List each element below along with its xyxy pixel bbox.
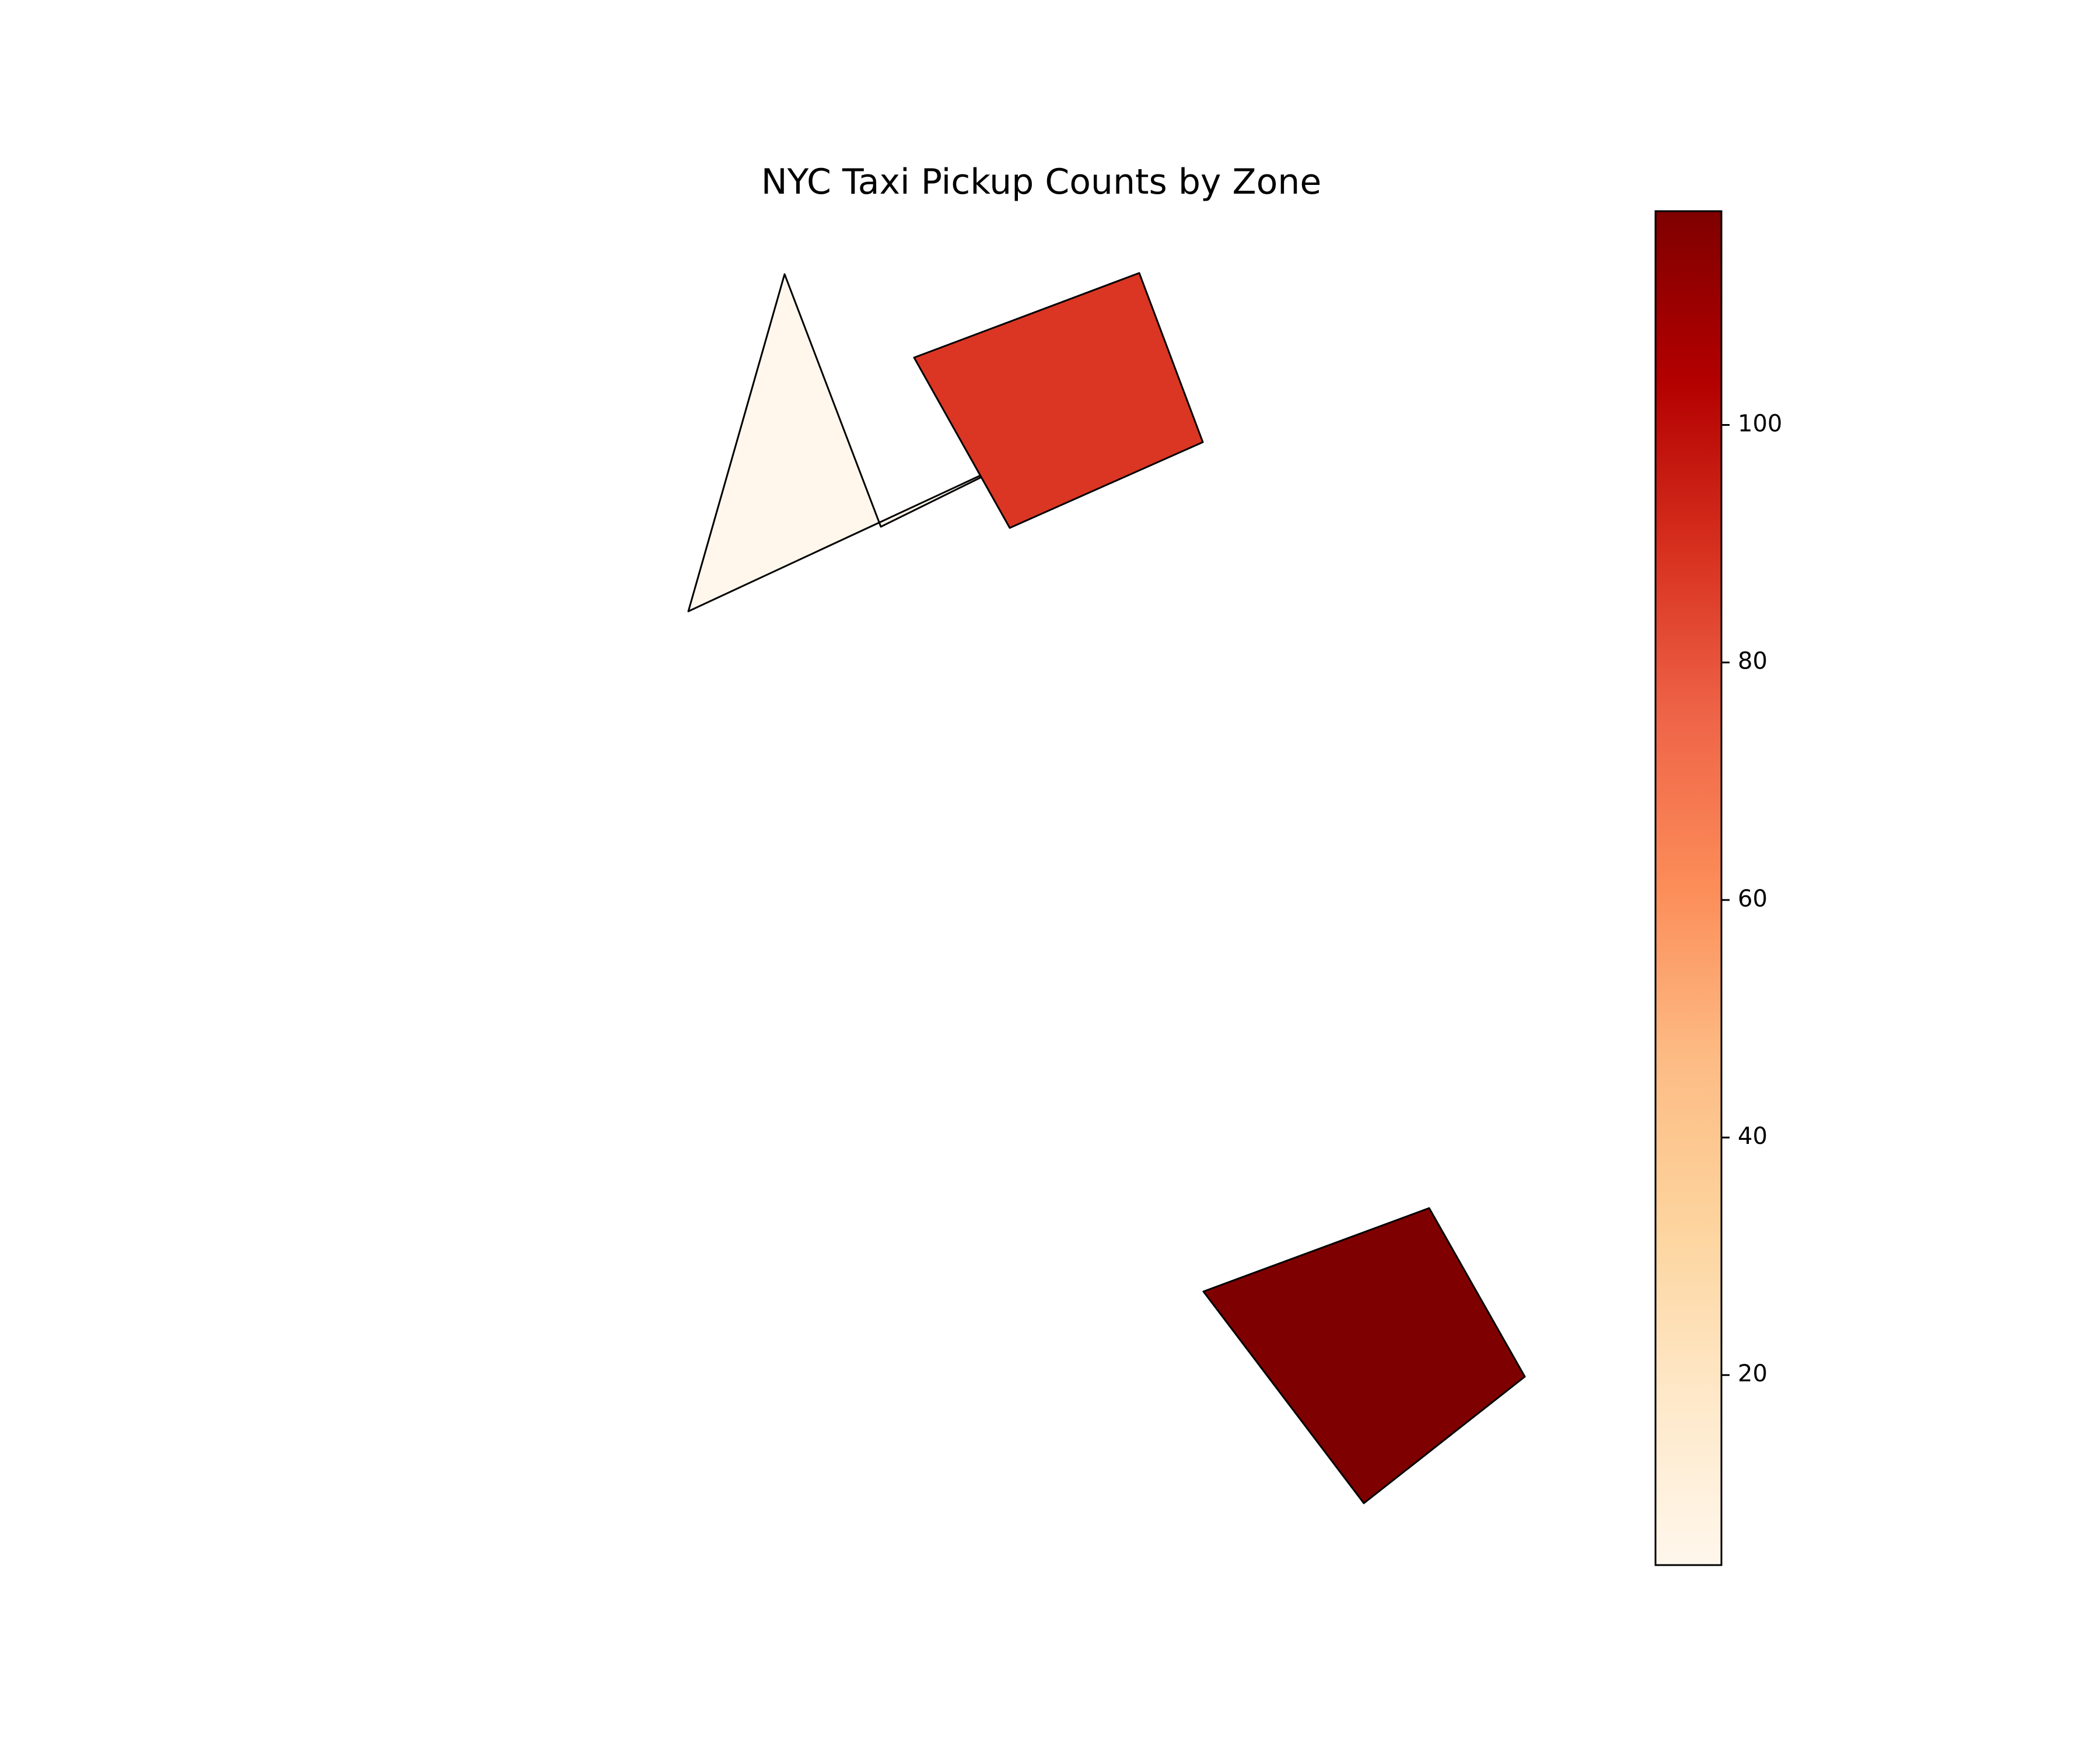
colorbar-tick-label: 40 bbox=[1738, 1123, 1768, 1150]
colorbar-tick-label: 60 bbox=[1738, 886, 1768, 912]
chart-title: NYC Taxi Pickup Counts by Zone bbox=[761, 162, 1322, 202]
zone-polygon-2 bbox=[1202, 1207, 1526, 1504]
colorbar-tick-label: 80 bbox=[1738, 648, 1768, 675]
colorbar-tick-label: 20 bbox=[1738, 1360, 1768, 1387]
zone-layer bbox=[687, 272, 1526, 1504]
colorbar: 20 40 60 80 100 bbox=[1654, 210, 1782, 1566]
colorbar-tick-label: 100 bbox=[1738, 410, 1782, 437]
colorbar-frame bbox=[1654, 210, 1723, 1566]
colorbar-gradient bbox=[1656, 211, 1721, 1565]
zone-polygon-1 bbox=[913, 272, 1204, 529]
colorbar-ticks: 20 40 60 80 100 bbox=[1721, 410, 1782, 1387]
